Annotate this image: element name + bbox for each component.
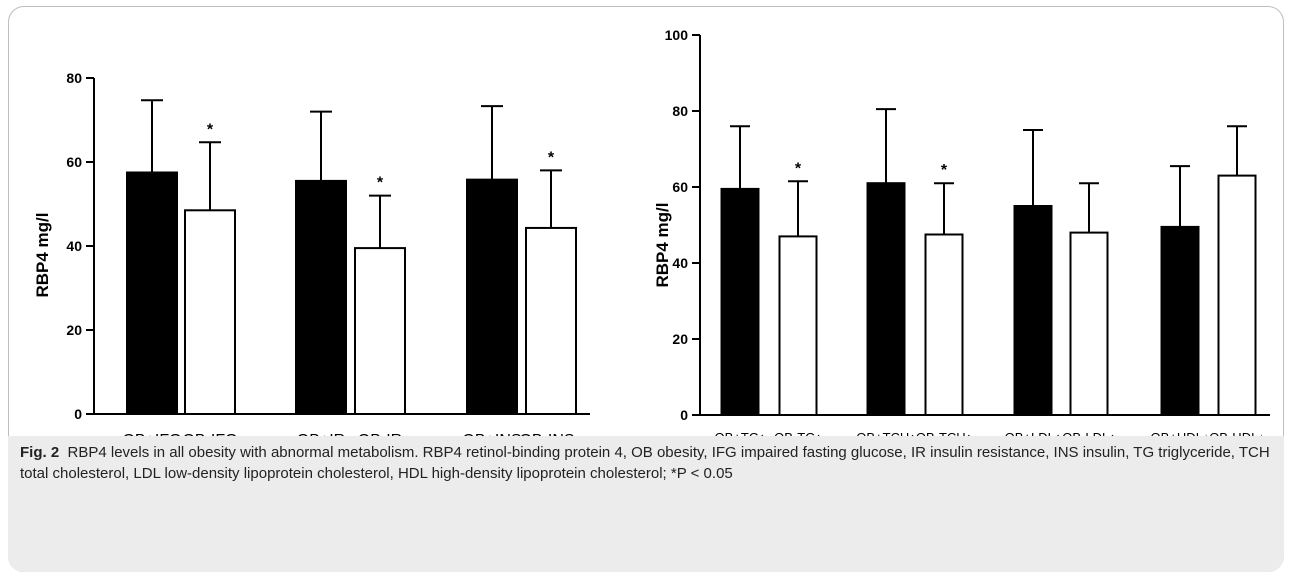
- bar: [354, 247, 406, 415]
- bar: [525, 226, 577, 415]
- bar: [720, 187, 760, 416]
- significance-marker: *: [377, 175, 384, 192]
- axes: 020406080100OB+TG↑(n=24)*OB-TG↑(n=58)OB+…: [665, 27, 1270, 460]
- y-tick-label: 20: [672, 331, 688, 347]
- y-tick-label: 40: [672, 255, 688, 271]
- bar: [866, 182, 906, 416]
- y-tick-label: 60: [672, 179, 688, 195]
- bar: [1160, 225, 1200, 416]
- significance-marker: *: [207, 121, 214, 138]
- bar: [126, 171, 178, 415]
- y-tick-label: 40: [66, 238, 82, 254]
- caption-text: RBP4 levels in all obesity with abnormal…: [20, 444, 1270, 482]
- chart-left: RBP4 mg/l 020406080OB+IFG(n=29)*OB-IFG(n…: [33, 70, 590, 471]
- significance-marker: *: [795, 160, 802, 177]
- bar: [778, 235, 818, 416]
- significance-marker: *: [941, 162, 948, 179]
- y-tick-label: 100: [665, 27, 689, 43]
- y-tick-label: 80: [672, 103, 688, 119]
- caption-box: Fig. 2 RBP4 levels in all obesity with a…: [8, 436, 1284, 572]
- y-tick-label: 0: [74, 406, 82, 422]
- bar: [924, 233, 964, 416]
- bar: [184, 209, 236, 415]
- chart-right: RBP4 mg/l 020406080100OB+TG↑(n=24)*OB-TG…: [653, 27, 1270, 460]
- axes: 020406080OB+IFG(n=29)*OB-IFG(n=53)OB+IR(…: [66, 70, 590, 471]
- y-axis-label: RBP4 mg/l: [33, 212, 52, 297]
- y-tick-label: 80: [66, 70, 82, 86]
- figure-caption: Fig. 2 RBP4 levels in all obesity with a…: [20, 442, 1272, 484]
- bar: [1013, 205, 1053, 416]
- y-axis-label: RBP4 mg/l: [653, 202, 672, 287]
- bar: [1069, 231, 1109, 416]
- y-tick-label: 60: [66, 154, 82, 170]
- y-tick-label: 0: [680, 407, 688, 423]
- bar: [1217, 174, 1257, 416]
- significance-marker: *: [548, 149, 555, 166]
- bar: [295, 179, 347, 416]
- caption-label: Fig. 2: [20, 444, 60, 461]
- y-tick-label: 20: [66, 322, 82, 338]
- bar: [466, 178, 518, 415]
